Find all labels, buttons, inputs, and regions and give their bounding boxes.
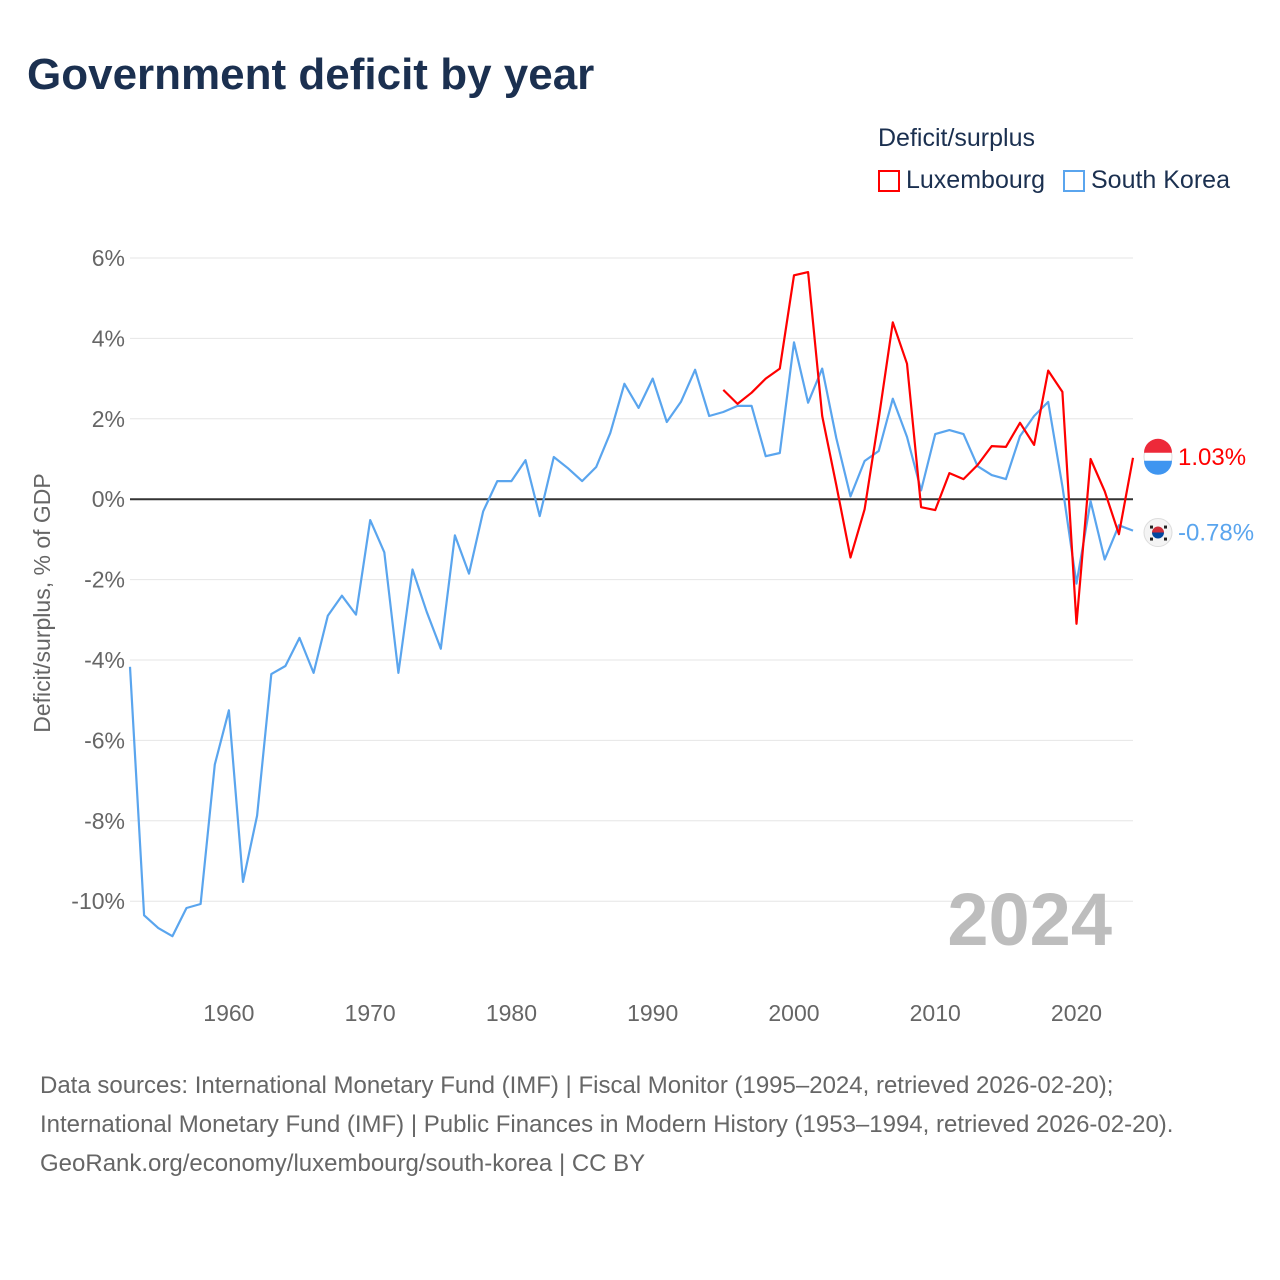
series-line-south-korea (128, 341, 1134, 938)
legend-swatch-luxembourg (878, 169, 900, 192)
x-tick-label: 1970 (345, 1000, 396, 1026)
y-tick-label: 2% (92, 406, 125, 432)
series-line-luxembourg (722, 271, 1135, 625)
flag-stripe (1144, 460, 1172, 475)
year-watermark: 2024 (947, 878, 1112, 961)
flag-trigram (1150, 525, 1153, 529)
legend-title: Deficit/surplus (878, 124, 1035, 152)
y-tick-label: -4% (84, 647, 125, 673)
legend-label: Luxembourg (906, 166, 1045, 194)
credit-link[interactable]: GeoRank.org/economy/luxembourg/south-kor… (40, 1150, 646, 1177)
y-tick-label: -2% (84, 567, 125, 593)
chart-title: Government deficit by year (27, 50, 595, 99)
legend-swatch-south-korea (1062, 169, 1085, 192)
flag-stripe (1144, 438, 1172, 453)
x-tick-label: 2010 (910, 1000, 961, 1026)
flag-trigram (1150, 537, 1153, 541)
x-tick-label: 1980 (486, 1000, 537, 1026)
flag-taegeuk (1152, 532, 1164, 539)
legend: Luxembourg South Korea (878, 166, 1230, 195)
y-tick-label: -8% (84, 808, 125, 834)
y-tick-label: 0% (92, 486, 125, 512)
footer: Data sources: International Monetary Fun… (40, 1066, 1240, 1183)
x-tick-label: 2020 (1051, 1000, 1102, 1026)
legend-item-luxembourg[interactable]: Luxembourg (878, 166, 1045, 195)
y-tick-label: -6% (84, 727, 125, 753)
end-value-label: 1.03% (1178, 444, 1246, 471)
flag-taegeuk (1152, 526, 1164, 533)
x-tick-label: 1990 (627, 1000, 678, 1026)
line-chart: 6% 4% 2% 0% -2% -4% -6% -8% -10% 1960 1970 1980 1990… (29, 245, 1254, 1026)
legend-item-south-korea[interactable]: South Korea (1062, 166, 1230, 195)
end-value-label: -0.78% (1178, 520, 1254, 547)
flag-trigram (1164, 525, 1167, 529)
legend-label: South Korea (1090, 166, 1230, 194)
x-tick-label: 2000 (768, 1000, 819, 1026)
y-tick-label: -10% (71, 888, 125, 914)
y-tick-label: 6% (92, 245, 125, 271)
flag-trigram (1164, 537, 1167, 541)
y-axis-label: Deficit/surplus, % of GDP (29, 473, 55, 732)
data-sources: Data sources: International Monetary Fun… (40, 1072, 1174, 1138)
x-tick-label: 1960 (203, 1000, 254, 1026)
y-tick-label: 4% (92, 325, 125, 351)
